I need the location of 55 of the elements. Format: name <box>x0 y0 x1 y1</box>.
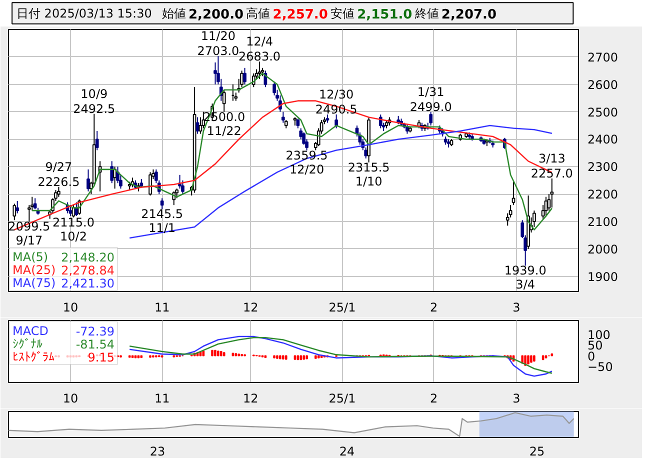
x-tick-label: 3 <box>512 300 520 314</box>
annotation: -81.54 <box>76 338 115 352</box>
annotation: -72.39 <box>76 324 115 338</box>
annotation: 2,421.30 <box>61 276 114 290</box>
y-tick-label: 2700 <box>588 50 618 64</box>
x-tick-label: 2 <box>430 300 438 314</box>
text: 安値 <box>330 6 354 20</box>
text: MACD <box>12 324 48 338</box>
y-tick-label: 2500 <box>588 105 618 120</box>
annotation: 2115.0 10/2 <box>52 215 94 244</box>
text: 2,257.0 <box>272 8 328 22</box>
y-tick-label: 2000 <box>588 242 618 256</box>
text: MA(75) <box>12 276 56 290</box>
y-tick-label: 2300 <box>588 160 618 174</box>
x-tick-label: 23 <box>150 444 166 458</box>
text: MA(5) <box>12 250 48 264</box>
x-tick-label: 12 <box>243 300 258 314</box>
x-tick-label: 10 <box>62 300 78 314</box>
x-tick-label: 25 <box>529 444 545 458</box>
x-tick-label: 25/1 <box>328 392 356 406</box>
text: 始値 <box>162 6 186 20</box>
text: MA(25) <box>12 263 56 277</box>
text: 2,151.0 <box>357 8 412 22</box>
x-tick-label: 3 <box>512 392 520 406</box>
annotation: 10/9 2492.5 <box>73 86 116 116</box>
annotation: 1939.0 3/4 <box>504 264 546 292</box>
y-tick-label: 2100 <box>588 215 618 230</box>
x-tick-label: 2 <box>430 392 438 406</box>
text: 2,207.0 <box>441 8 497 22</box>
annotation: 3/13 2257.0 <box>530 151 573 180</box>
y-tick-label: 2200 <box>588 188 618 202</box>
annotation: 2315.5 1/10 <box>348 160 390 188</box>
annotation: 2,278.84 <box>61 264 114 278</box>
annotation: 11/20 2703.0 <box>197 29 240 58</box>
text: 高値 <box>246 6 270 20</box>
x-tick-label: 24 <box>339 444 355 458</box>
annotation: 2145.5 11/1 <box>141 207 184 236</box>
series-label: ﾋｽﾄｸﾞﾗﾑ <box>12 350 54 364</box>
x-tick-label: 11 <box>154 300 170 314</box>
annotation: 9/27 2226.5 <box>38 160 80 189</box>
y-tick-label: 2600 <box>588 78 618 92</box>
y-tick-label: 2400 <box>588 132 618 147</box>
x-tick-label: 12 <box>243 392 258 406</box>
annotation: 2,148.20 <box>61 250 114 264</box>
annotation: 1/31 2499.0 <box>410 85 452 114</box>
y-tick-label: 1900 <box>588 270 618 284</box>
annotation: 9.15 <box>88 350 114 364</box>
text: 終値 <box>414 6 439 20</box>
x-tick-label: 25/1 <box>328 300 356 314</box>
text: ｼｸﾞﾅﾙ <box>12 337 42 351</box>
text: 2,200.0 <box>188 8 244 22</box>
x-tick-label: 11 <box>154 392 170 406</box>
annotation: 12/4 2683.0 <box>238 34 281 64</box>
text: 日付 2025/03/13 15:30 <box>16 6 152 20</box>
x-tick-label: 10 <box>62 392 78 406</box>
